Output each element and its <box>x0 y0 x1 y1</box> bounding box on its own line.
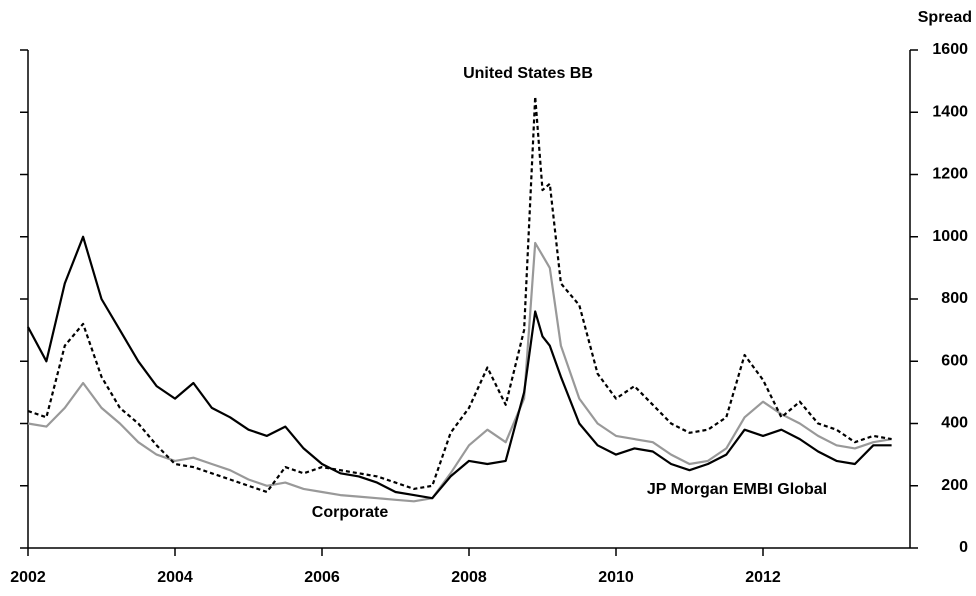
y-tick-label: 800 <box>941 290 968 307</box>
series-annotation: United States BB <box>463 65 593 82</box>
y-tick-label: 400 <box>941 415 968 432</box>
y-tick-label: 600 <box>941 352 968 369</box>
y-tick-label: 1200 <box>932 166 968 183</box>
x-tick-label: 2006 <box>304 569 340 586</box>
x-tick-label: 2002 <box>10 569 46 586</box>
series-line <box>27 95 892 494</box>
x-tick-label: 2004 <box>157 569 193 586</box>
series-line <box>27 241 892 503</box>
y-tick-label: 0 <box>959 539 968 556</box>
x-tick-label: 2012 <box>745 569 781 586</box>
y-tick-label: 1600 <box>932 41 968 58</box>
x-tick-label: 2010 <box>598 569 634 586</box>
series-annotation: JP Morgan EMBI Global <box>647 481 827 498</box>
series-line <box>27 235 892 500</box>
y-tick-label: 200 <box>941 477 968 494</box>
y-tick-label: 1400 <box>932 103 968 120</box>
series-annotation: Corporate <box>312 504 389 521</box>
x-tick-label: 2008 <box>451 569 487 586</box>
y-tick-label: 1000 <box>932 228 968 245</box>
y-axis-label: Spread <box>918 9 972 26</box>
